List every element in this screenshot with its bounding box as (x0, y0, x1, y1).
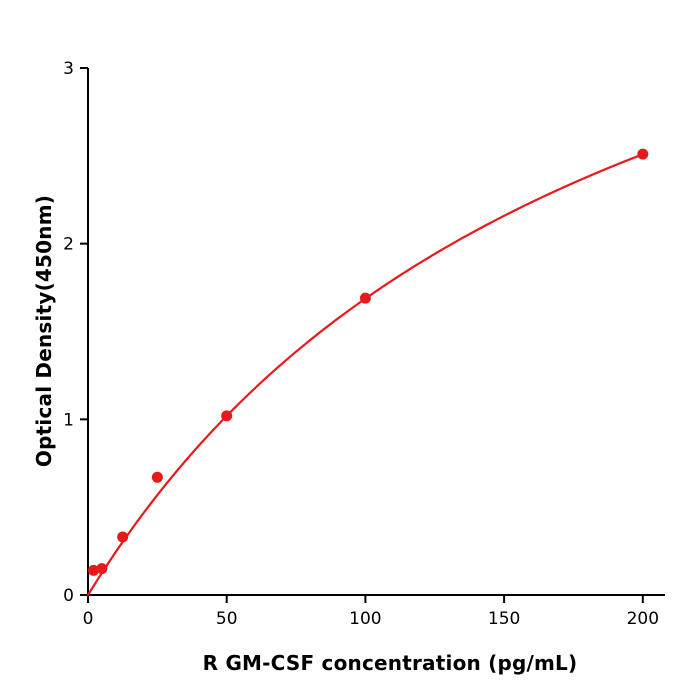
x-tick-label: 200 (627, 609, 659, 629)
data-point (117, 531, 129, 543)
data-point (637, 148, 649, 160)
x-tick-label: 50 (216, 609, 238, 629)
y-tick-label: 0 (63, 586, 74, 606)
y-tick-label: 2 (63, 235, 74, 255)
data-point (96, 563, 108, 575)
x-tick-label: 150 (488, 609, 520, 629)
x-tick-label: 0 (83, 609, 94, 629)
y-tick-label: 3 (63, 59, 74, 79)
data-point (221, 410, 233, 422)
y-axis-label: Optical Density(450nm) (32, 194, 56, 468)
data-point (151, 471, 163, 483)
y-tick-label: 1 (63, 410, 74, 430)
x-tick-label: 100 (349, 609, 381, 629)
data-point (359, 292, 371, 304)
data-point (88, 564, 100, 576)
x-axis-label: R GM-CSF concentration (pg/mL) (202, 651, 578, 675)
fit-curve-line (86, 153, 644, 597)
